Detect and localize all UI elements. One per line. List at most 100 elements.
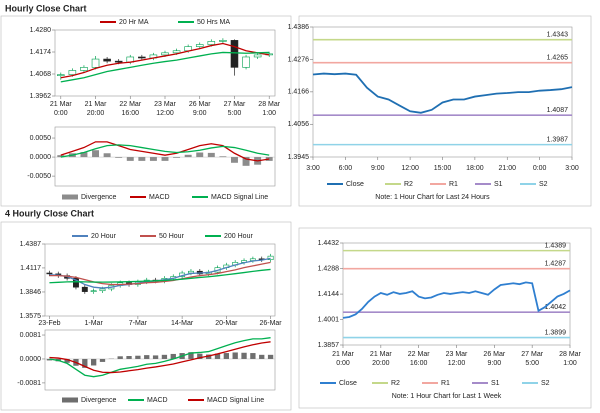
x-tick-label-line: 20:00 — [372, 360, 390, 367]
x-tick-label-line: 9:00 — [193, 110, 207, 117]
y-tick-label: 0.0050 — [30, 135, 52, 142]
x-tick-label: 21 Mar 20:00 — [370, 351, 392, 367]
x-tick-label: 0:00 — [533, 165, 547, 172]
divergence-bar — [267, 354, 274, 359]
x-tick-label-line: 26 Mar — [189, 101, 211, 108]
legend-label: Divergence — [81, 194, 117, 201]
x-tick-label-line: 9:00 — [488, 360, 502, 367]
candle-body — [219, 40, 227, 42]
x-tick-label: 3:00 — [565, 165, 579, 172]
x-tick-label: 28 Mar 1:00 — [258, 101, 280, 117]
x-tick-label-line: 12:00 — [156, 110, 174, 117]
x-tick-label-line: 5:00 — [525, 360, 539, 367]
x-tick-label: 21 Mar 0:00 — [50, 101, 72, 117]
divergence-bar — [149, 157, 157, 161]
y-tick-label: 1.4387 — [20, 241, 42, 248]
x-tick-label-line: 22 Mar — [408, 351, 430, 358]
candle-body — [68, 70, 77, 75]
divergence-bar — [92, 150, 99, 158]
divergence-bar — [135, 355, 141, 359]
plot-frame — [54, 29, 276, 97]
panel-frame — [0, 15, 292, 207]
candle-body — [195, 44, 204, 47]
x-tick-label-line: 1:00 — [262, 110, 276, 117]
y-tick-label: 1.4386 — [288, 24, 310, 31]
x-tick-label-line: 0:00 — [336, 360, 350, 367]
divergence-bar — [214, 353, 221, 359]
x-tick-label: 1-Mar — [85, 320, 104, 327]
legend-label: 20 Hour — [91, 233, 117, 240]
divergence-bar — [241, 352, 247, 359]
divergence-bar — [117, 356, 123, 359]
series-line — [60, 144, 270, 158]
level-label: 1.3987 — [547, 136, 569, 143]
divergence-bar — [223, 353, 229, 359]
x-tick-label: 26-Mar — [259, 320, 282, 327]
candle-body — [103, 58, 111, 62]
x-tick-label-line: 21 Mar — [370, 351, 392, 358]
x-tick-label: 21 Mar 20:00 — [85, 101, 107, 117]
divergence-bar — [231, 157, 238, 163]
x-tick-label: 26 Mar 9:00 — [189, 101, 211, 117]
series-line — [49, 261, 271, 286]
x-tick-label-line: 12:00 — [448, 360, 466, 367]
legend-label: 50 Hrs MA — [197, 19, 230, 26]
x-tick-label: 27 Mar 5:00 — [224, 101, 246, 117]
candle-body — [73, 278, 79, 288]
candle-body — [138, 56, 146, 59]
panel-frame — [0, 221, 292, 411]
x-tick-label: 6:00 — [339, 165, 353, 172]
divergence-bar — [152, 355, 159, 359]
candle-body — [207, 41, 216, 45]
divergence-bar — [197, 353, 203, 359]
divergence-bar — [115, 157, 123, 158]
legend-label: MACD Signal Line — [207, 397, 264, 404]
legend-swatch — [62, 397, 78, 403]
candle-body — [80, 67, 88, 71]
divergence-bar — [206, 354, 212, 359]
legend-label: MACD — [147, 397, 168, 404]
legend-label: MACD Signal Line — [211, 194, 268, 201]
x-tick-label: 18:00 — [466, 165, 484, 172]
chart-note: Note: 1 Hour Chart for Last 24 Hours — [375, 194, 490, 201]
legend-label: R2 — [391, 380, 400, 387]
candle-body — [114, 60, 123, 63]
legend-label: 20 Hr MA — [119, 19, 149, 26]
y-tick-label: 0.0000 — [30, 154, 52, 161]
divergence-bar — [126, 157, 134, 161]
x-tick-label: 23 Mar 12:00 — [154, 101, 176, 117]
divergence-bar — [57, 155, 65, 158]
plot-frame — [342, 242, 571, 346]
divergence-bar — [144, 355, 150, 359]
candle-body — [91, 58, 100, 68]
candle-body — [253, 54, 262, 58]
x-tick-label: 23-Feb — [38, 320, 60, 327]
divergence-bar — [103, 153, 111, 158]
divergence-bar — [173, 157, 181, 158]
legend-label: Close — [339, 380, 357, 387]
x-tick-label-line: 21 Mar — [50, 101, 72, 108]
divergence-bar — [80, 152, 88, 158]
y-tick-label: 0.0081 — [20, 332, 42, 339]
x-tick-label-line: 1:00 — [563, 360, 577, 367]
divergence-bar — [161, 354, 168, 359]
legend-label: S2 — [541, 380, 550, 387]
x-tick-label: 14-Mar — [171, 320, 194, 327]
x-tick-label: 28 Mar 1:00 — [559, 351, 581, 367]
x-tick-label-line: 21 Mar — [85, 101, 107, 108]
series-line — [60, 51, 270, 83]
divergence-bar — [232, 352, 238, 359]
candle-body — [81, 286, 88, 292]
level-label: 1.4287 — [545, 261, 567, 268]
x-tick-label: 15:00 — [434, 165, 452, 172]
candle-body — [46, 272, 53, 275]
series-line — [49, 341, 271, 374]
divergence-bar — [46, 358, 53, 361]
x-tick-label: 22 Mar 16:00 — [408, 351, 430, 367]
x-tick-label-line: 21 Mar — [332, 351, 354, 358]
x-tick-label-line: 23 Mar — [446, 351, 468, 358]
x-tick-label-line: 16:00 — [121, 110, 139, 117]
divergence-bar — [219, 156, 227, 158]
x-tick-label: 27 Mar 5:00 — [521, 351, 543, 367]
